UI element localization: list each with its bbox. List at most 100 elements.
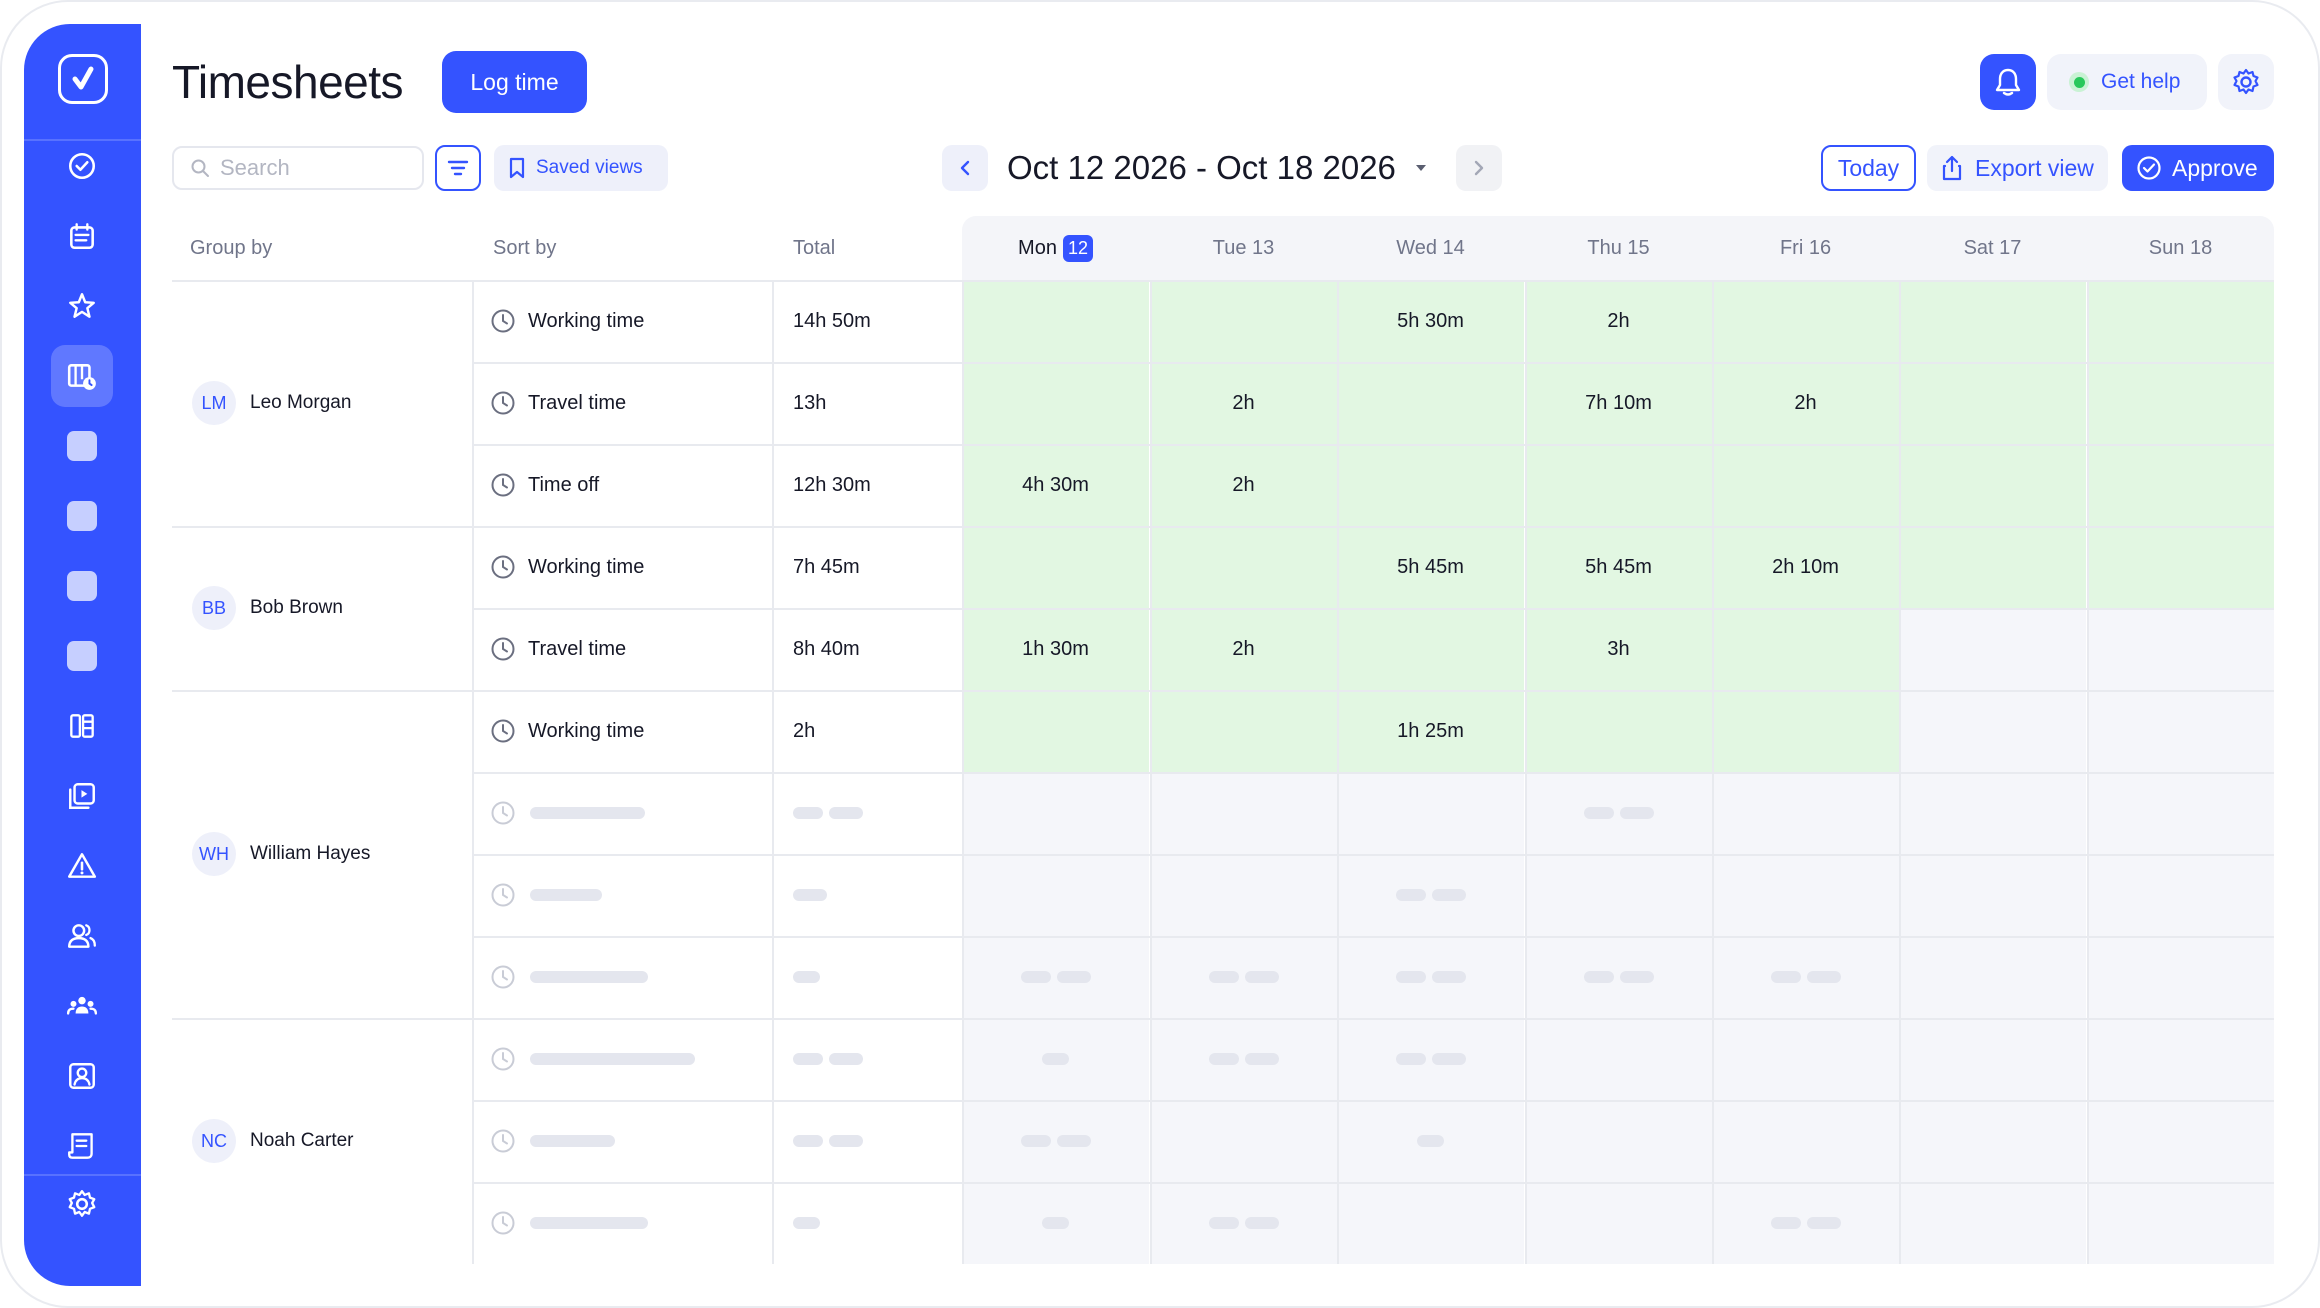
sidebar-item-1[interactable] (51, 135, 113, 197)
day-cell[interactable] (962, 280, 1149, 362)
sidebar-item-13[interactable] (51, 975, 113, 1037)
day-cell[interactable] (1712, 608, 1899, 690)
day-cell[interactable] (1337, 690, 1524, 772)
day-cell[interactable] (1712, 362, 1899, 444)
day-label: Mon (1018, 236, 1057, 259)
avatar: BB (192, 586, 236, 630)
day-cell[interactable] (1150, 608, 1337, 690)
day-cell[interactable] (2087, 362, 2274, 444)
sidebar-item-2[interactable] (51, 205, 113, 267)
sidebar-item-12[interactable] (51, 905, 113, 967)
day-cell[interactable] (1712, 690, 1899, 772)
today-button[interactable]: Today (1821, 145, 1916, 191)
day-cell[interactable] (1150, 362, 1337, 444)
log-time-button[interactable]: Log time (442, 51, 587, 113)
previous-week-button[interactable] (942, 145, 988, 191)
day-cell[interactable] (1712, 280, 1899, 362)
empty-cell (1525, 772, 1712, 854)
cell-value[interactable]: 1h 30m (1022, 637, 1089, 660)
person-lm[interactable]: LM Leo Morgan (192, 381, 351, 425)
day-cell[interactable] (1150, 690, 1337, 772)
day-cell[interactable] (962, 690, 1149, 772)
day-cell[interactable] (1899, 280, 2086, 362)
day-cell[interactable] (1899, 608, 2086, 690)
day-cell[interactable] (962, 608, 1149, 690)
group-by-header[interactable]: Group by (190, 236, 273, 259)
search-input[interactable] (220, 155, 390, 181)
filter-button[interactable] (435, 145, 481, 191)
day-cell[interactable] (2087, 444, 2274, 526)
sidebar-item-4[interactable] (51, 345, 113, 407)
person-bb[interactable]: BB Bob Brown (192, 586, 343, 630)
day-cell[interactable] (1525, 280, 1712, 362)
empty-cell (962, 936, 1149, 1018)
day-cell[interactable] (1712, 444, 1899, 526)
day-cell[interactable] (1525, 526, 1712, 608)
cell-value[interactable]: 2h 10m (1772, 555, 1839, 578)
cell-value[interactable]: 2h (1232, 473, 1255, 496)
cell-value[interactable]: 5h 30m (1397, 309, 1464, 332)
day-cell[interactable] (1337, 444, 1524, 526)
date-range-picker[interactable]: Oct 12 2026 - Oct 18 2026 (1007, 146, 1428, 190)
cell-value[interactable]: 2h (1794, 391, 1817, 414)
sidebar-item-16[interactable] (51, 1173, 113, 1235)
day-cell[interactable] (1712, 526, 1899, 608)
sidebar-item-8[interactable] (51, 625, 113, 687)
day-cell[interactable] (1525, 362, 1712, 444)
sidebar-item-7[interactable] (51, 555, 113, 617)
day-cell[interactable] (962, 362, 1149, 444)
day-cell[interactable] (1899, 362, 2086, 444)
day-cell[interactable] (962, 526, 1149, 608)
day-cell[interactable] (2087, 608, 2274, 690)
day-cell[interactable] (1525, 690, 1712, 772)
day-cell[interactable] (962, 444, 1149, 526)
day-cell[interactable] (1525, 608, 1712, 690)
cell-value[interactable]: 7h 10m (1585, 391, 1652, 414)
sidebar-item-15[interactable] (51, 1115, 113, 1177)
day-cell[interactable] (2087, 690, 2274, 772)
export-view-button[interactable]: Export view (1927, 145, 2108, 191)
day-cell[interactable] (1150, 526, 1337, 608)
settings-button[interactable] (2218, 54, 2274, 110)
day-cell[interactable] (1337, 608, 1524, 690)
cell-value[interactable]: 5h 45m (1397, 555, 1464, 578)
cell-value[interactable]: 1h 25m (1397, 719, 1464, 742)
day-cell[interactable] (1899, 690, 2086, 772)
logo[interactable] (58, 54, 108, 104)
cell-value[interactable]: 4h 30m (1022, 473, 1089, 496)
person-wh[interactable]: WH William Hayes (192, 832, 370, 876)
loading-row-label (490, 1182, 516, 1264)
sidebar-item-14[interactable] (51, 1045, 113, 1107)
day-cell[interactable] (2087, 526, 2274, 608)
sidebar-item-9[interactable] (51, 695, 113, 757)
day-cell[interactable] (1150, 444, 1337, 526)
day-cell[interactable] (1337, 526, 1524, 608)
notifications-button[interactable] (1980, 54, 2036, 110)
day-cell[interactable] (1337, 362, 1524, 444)
cell-value[interactable]: 2h (1232, 637, 1255, 660)
day-cell[interactable] (1525, 444, 1712, 526)
next-week-button[interactable] (1456, 145, 1502, 191)
cell-value[interactable]: 2h (1232, 391, 1255, 414)
sidebar-item-3[interactable] (51, 275, 113, 337)
loading-placeholder (1770, 1217, 1801, 1229)
day-cell[interactable] (1337, 280, 1524, 362)
cell-value[interactable]: 3h (1607, 637, 1630, 660)
day-cell[interactable] (1150, 280, 1337, 362)
sidebar-item-6[interactable] (51, 485, 113, 547)
sort-by-header[interactable]: Sort by (493, 236, 557, 259)
column-divider (1525, 280, 1527, 1264)
person-nc[interactable]: NC Noah Carter (192, 1119, 354, 1163)
cell-value[interactable]: 5h 45m (1585, 555, 1652, 578)
day-cell[interactable] (2087, 280, 2274, 362)
approve-button[interactable]: Approve (2122, 145, 2274, 191)
cell-value[interactable]: 2h (1607, 309, 1630, 332)
day-cell[interactable] (1899, 526, 2086, 608)
day-cell[interactable] (1899, 444, 2086, 526)
saved-views-button[interactable]: Saved views (494, 145, 668, 191)
get-help-button[interactable]: Get help (2047, 54, 2207, 110)
sidebar-item-10[interactable] (51, 765, 113, 827)
search-box[interactable] (172, 146, 424, 190)
sidebar-item-5[interactable] (51, 415, 113, 477)
sidebar-item-11[interactable] (51, 835, 113, 897)
